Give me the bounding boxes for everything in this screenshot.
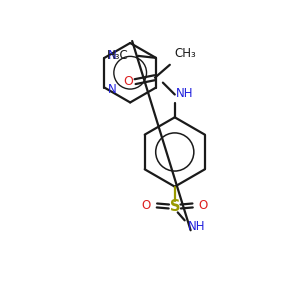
Text: O: O (199, 199, 208, 212)
Text: NH: NH (188, 220, 205, 233)
Text: H₃C: H₃C (106, 50, 128, 62)
Text: N: N (107, 83, 116, 96)
Text: N: N (107, 50, 116, 62)
Text: CH₃: CH₃ (175, 47, 196, 60)
Text: NH: NH (176, 88, 193, 100)
Text: O: O (141, 199, 151, 212)
Text: O: O (123, 75, 133, 88)
Text: S: S (169, 199, 180, 214)
